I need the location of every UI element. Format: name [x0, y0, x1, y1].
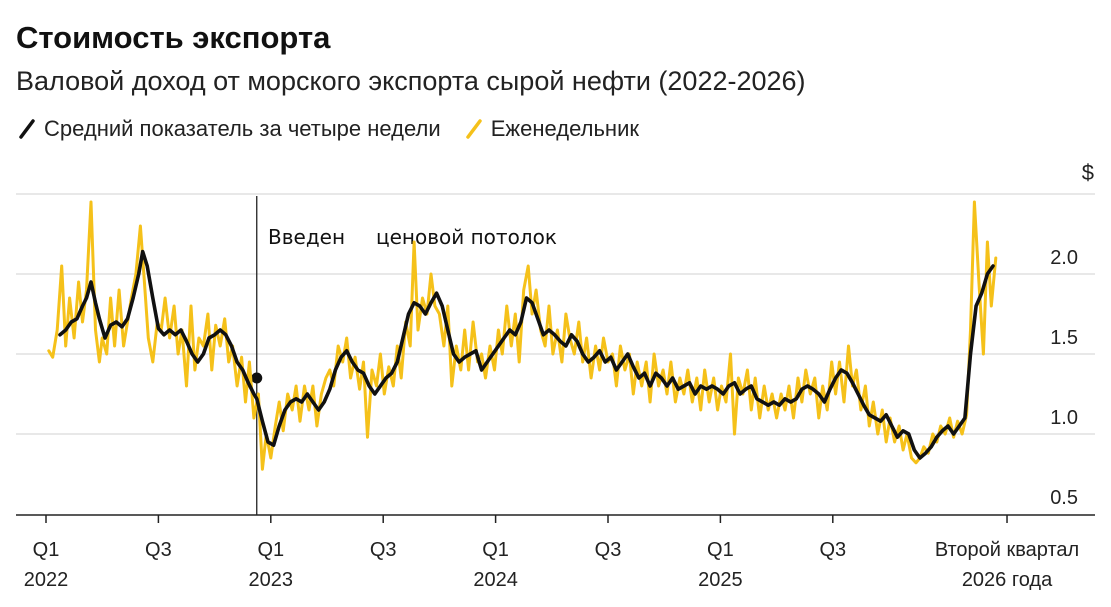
y-tick-label: 2.0: [1050, 247, 1078, 269]
x-tick-year-label: 2023: [249, 569, 294, 591]
legend-item-weekly: Еженедельник: [465, 116, 639, 142]
annotation-layer: Введен ценовой потолок: [251, 196, 557, 515]
x-tick-year-label: 2022: [24, 569, 69, 591]
grid-layer: [16, 193, 1095, 435]
average-series-line: [58, 249, 995, 460]
legend-swatch-weekly-icon: [466, 119, 482, 139]
price-cap-label: Введен: [268, 225, 345, 249]
label-layer: 0.5 1.0 1.5 2.0 $ Q1 2022 Q3 Q1 2023 Q3 Q1 2024 Q3 Q1 2…: [24, 160, 1094, 591]
x-tick-label: Q1: [482, 539, 509, 561]
y-tick-label: 0.5: [1050, 487, 1078, 509]
legend-swatch-avg-icon: [19, 119, 35, 139]
axis-layer: [16, 514, 1095, 523]
legend: Средний показатель за четыре недели Ежен…: [18, 116, 657, 146]
x-tick-label: Q3: [145, 539, 172, 561]
legend-item-avg: Средний показатель за четыре недели: [18, 116, 441, 142]
x-tick-year-label: 2026 года: [962, 569, 1053, 591]
y-unit-label: $: [1082, 160, 1094, 185]
x-tick-label: Q3: [819, 539, 846, 561]
x-tick-label: Q1: [257, 539, 284, 561]
chart-title: Стоимость экспорта: [16, 20, 331, 55]
x-tick-year-label: 2025: [698, 569, 743, 591]
average-series-layer: [58, 249, 995, 460]
price-cap-label-cont: ценовой потолок: [376, 225, 557, 249]
legend-label-weekly: Еженедельник: [490, 116, 639, 141]
y-tick-label: 1.0: [1050, 407, 1078, 429]
x-tick-year-label: 2024: [473, 569, 518, 591]
chart-subtitle: Валовой доход от морского экспорта сырой…: [16, 66, 806, 96]
price-cap-marker: [251, 372, 263, 384]
x-tick-label: Q3: [595, 539, 622, 561]
x-tick-label: Q3: [370, 539, 397, 561]
x-tick-label: Второй квартал: [935, 539, 1079, 561]
y-tick-label: 1.5: [1050, 327, 1078, 349]
x-tick-label: Q1: [33, 539, 60, 561]
legend-label-avg: Средний показатель за четыре недели: [44, 116, 441, 141]
x-tick-label: Q1: [707, 539, 734, 561]
